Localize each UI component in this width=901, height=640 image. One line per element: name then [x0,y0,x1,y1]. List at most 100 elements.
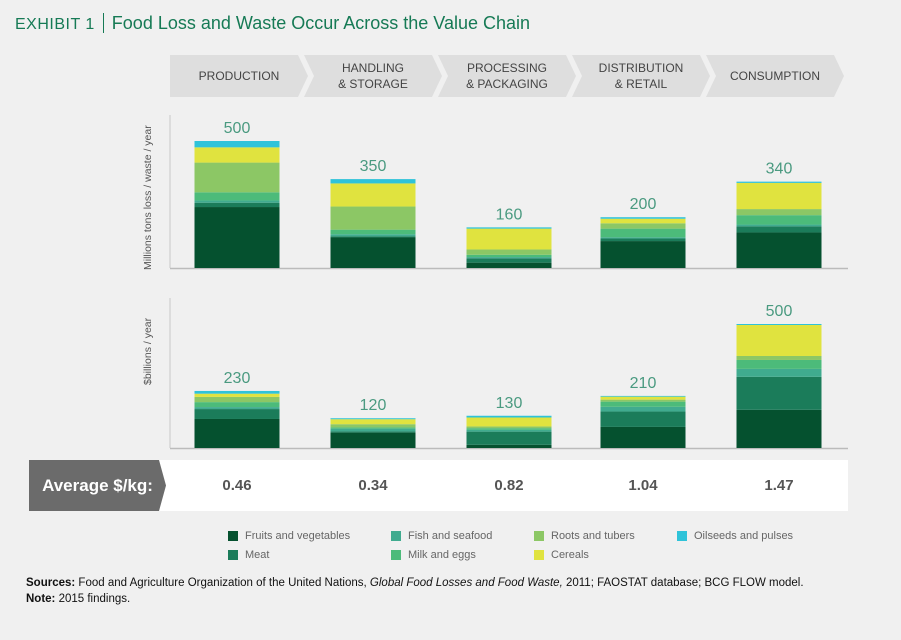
exhibit-title: EXHIBIT 1 Food Loss and Waste Occur Acros… [15,13,530,34]
bar-segment-oilseeds-and-pulses [194,390,280,394]
bar-total-label: 340 [766,161,793,178]
legend-fish-seafood: Fish and seafood [391,530,492,542]
bar-segment-milk-and-eggs [466,428,552,430]
bar-segment-milk-and-eggs [330,229,416,235]
legend-label: Fish and seafood [408,530,493,542]
bar-segment-meat [194,202,280,208]
legend-swatch [677,531,687,541]
sources-publication: Global Food Losses and Food Waste, [369,577,563,589]
bar-segment-fish-and-seafood [466,429,552,432]
sources-note: Sources: Food and Agriculture Organizati… [26,575,886,607]
bar-segment-cereals [736,182,822,210]
legend-swatch [391,550,401,560]
bar-segment-roots-and-tubers [600,223,686,229]
bar-segment-fish-and-seafood [330,428,416,432]
average-price-row: Average $/kg: 0.46 0.34 0.82 1.04 1.47 [29,460,848,511]
bar-segment-cereals [466,417,552,427]
stage-handling-storage: HANDLING & STORAGE [304,55,442,97]
sources-text: Food and Agriculture Organization of the… [75,577,370,589]
legend-swatch [228,531,238,541]
bar-segment-roots-and-tubers [466,249,552,255]
bar-segment-cereals [600,218,686,224]
avg-price-distribution: 1.04 [628,477,658,494]
legend-swatch [534,550,544,560]
bar-segment-meat [736,226,822,233]
title-divider [102,13,104,33]
bar-segment-oilseeds-and-pulses [330,179,416,184]
bar-segment-cereals [736,324,822,356]
bar-segment-roots-and-tubers [736,209,822,216]
legend-label: Milk and eggs [408,549,476,561]
bar-segment-meat [600,238,686,242]
stage-processing-packaging: PROCESSING & PACKAGING [438,55,576,97]
bar-total-label: 130 [496,395,523,412]
bar-segment-milk-and-eggs [466,254,552,258]
note-label: Note: [26,593,56,605]
legend-meat: Meat [228,549,269,561]
bar-segment-fruits-and-vegetables [600,241,686,268]
sources-label: Sources: [26,577,76,589]
bar-segment-roots-and-tubers [736,355,822,360]
bar-segment-fish-and-seafood [600,237,686,239]
bar-segment-milk-and-eggs [330,427,416,429]
stage-distribution-retail: DISTRIBUTION & RETAIL [572,55,710,97]
bar-segment-oilseeds-and-pulses [330,418,416,420]
bar-segment-fish-and-seafood [736,224,822,227]
bar-segment-roots-and-tubers [194,396,280,403]
bar-segment-fish-and-seafood [194,407,280,410]
legend-label: Oilseeds and pulses [694,530,794,542]
bar-segment-fish-and-seafood [466,257,552,259]
bar-segment-roots-and-tubers [330,206,416,230]
legend-cereals: Cereals [534,549,589,561]
bar-segment-roots-and-tubers [330,424,416,428]
bar-segment-cereals [600,396,686,400]
bar-segment-oilseeds-and-pulses [736,181,822,183]
avg-price-production: 0.46 [222,477,252,494]
bar-segment-roots-and-tubers [194,162,280,193]
bar-segment-cereals [330,183,416,207]
bar-total-label: 160 [496,206,523,223]
bar-segment-fruits-and-vegetables [736,409,822,448]
bar-segment-fruits-and-vegetables [330,237,416,268]
average-price-label: Average $/kg: [29,460,166,511]
bar-segment-meat [330,236,416,238]
avg-price-processing: 0.82 [494,477,524,494]
bar-total-label: 500 [224,120,251,137]
bar-segment-milk-and-eggs [600,401,686,407]
bar-segment-fruits-and-vegetables [194,418,280,448]
legend-label: Cereals [551,549,589,561]
value-chain-stages: PRODUCTION HANDLING & STORAGE PROCESSING… [170,55,850,97]
bar-segment-oilseeds-and-pulses [194,141,280,148]
stage-consumption: CONSUMPTION [706,55,844,97]
bar-segment-cereals [466,228,552,250]
bar-segment-cereals [330,419,416,425]
bar-segment-milk-and-eggs [736,359,822,369]
bar-total-label: 230 [224,370,251,387]
bar-segment-milk-and-eggs [600,228,686,238]
bar-total-label: 210 [630,375,657,392]
bar-segment-fruits-and-vegetables [600,426,686,448]
title-text: Food Loss and Waste Occur Across the Val… [111,13,531,33]
legend-label: Meat [245,549,270,561]
bar-segment-roots-and-tubers [600,399,686,402]
legend-label: Fruits and vegetables [245,530,351,542]
stacked-bar-charts: 500 350 160 200 340 230 120 130 210 500 [169,115,848,450]
bar-segment-milk-and-eggs [736,215,822,225]
bar-segment-fish-and-seafood [194,200,280,203]
legend-swatch [228,550,238,560]
bar-segment-meat [330,431,416,433]
bar-segment-fish-and-seafood [330,234,416,237]
bar-total-label: 200 [630,196,657,213]
bar-segment-milk-and-eggs [194,402,280,408]
legend-swatch [534,531,544,541]
bar-segment-roots-and-tubers [466,426,552,429]
bar-segment-oilseeds-and-pulses [466,415,552,418]
bar-total-label: 120 [360,397,387,414]
bar-segment-fruits-and-vegetables [466,262,552,268]
legend-fruits-vegetables: Fruits and vegetables [228,530,350,542]
sources-text: 2011; FAOSTAT database; BCG FLOW model. [562,577,804,589]
legend-roots-tubers: Roots and tubers [534,530,635,542]
bar-segment-oilseeds-and-pulses [736,324,822,325]
stage-production: PRODUCTION [170,55,308,97]
bar-segment-fruits-and-vegetables [330,432,416,448]
